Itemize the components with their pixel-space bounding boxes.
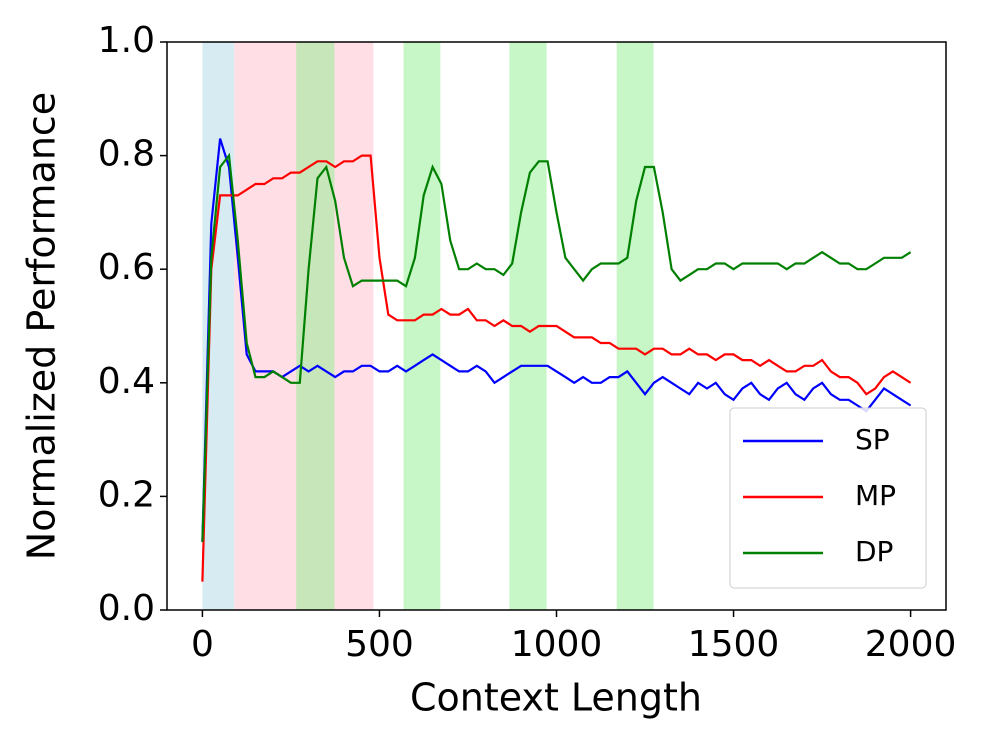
legend-label: SP	[855, 423, 890, 456]
y-tick-label: 0.6	[98, 247, 155, 288]
y-tick-label: 0.4	[98, 361, 155, 402]
y-tick-label: 0.0	[98, 588, 155, 629]
shaded-span	[403, 42, 441, 610]
x-axis-label: Context Length	[410, 676, 702, 720]
axes-frame	[166, 41, 947, 611]
x-tick-label: 500	[345, 624, 414, 665]
y-tick-label: 1.0	[98, 20, 155, 61]
x-tick-label: 1500	[688, 624, 780, 665]
series-line	[201, 154, 912, 582]
shaded-span	[616, 42, 654, 610]
legend-label: MP	[855, 479, 896, 512]
legend-label: DP	[855, 535, 893, 568]
y-tick-label: 0.2	[98, 474, 155, 515]
series-line	[201, 152, 912, 542]
series-line	[201, 138, 912, 542]
legend-box	[729, 407, 927, 589]
x-tick-label: 0	[191, 624, 214, 665]
y-tick-label: 0.8	[98, 134, 155, 175]
shaded-span	[202, 42, 235, 610]
x-tick-label: 1000	[511, 624, 603, 665]
shaded-span	[296, 42, 335, 610]
y-axis-label: Normalized Performance	[20, 92, 64, 560]
x-tick-label: 2000	[865, 624, 957, 665]
